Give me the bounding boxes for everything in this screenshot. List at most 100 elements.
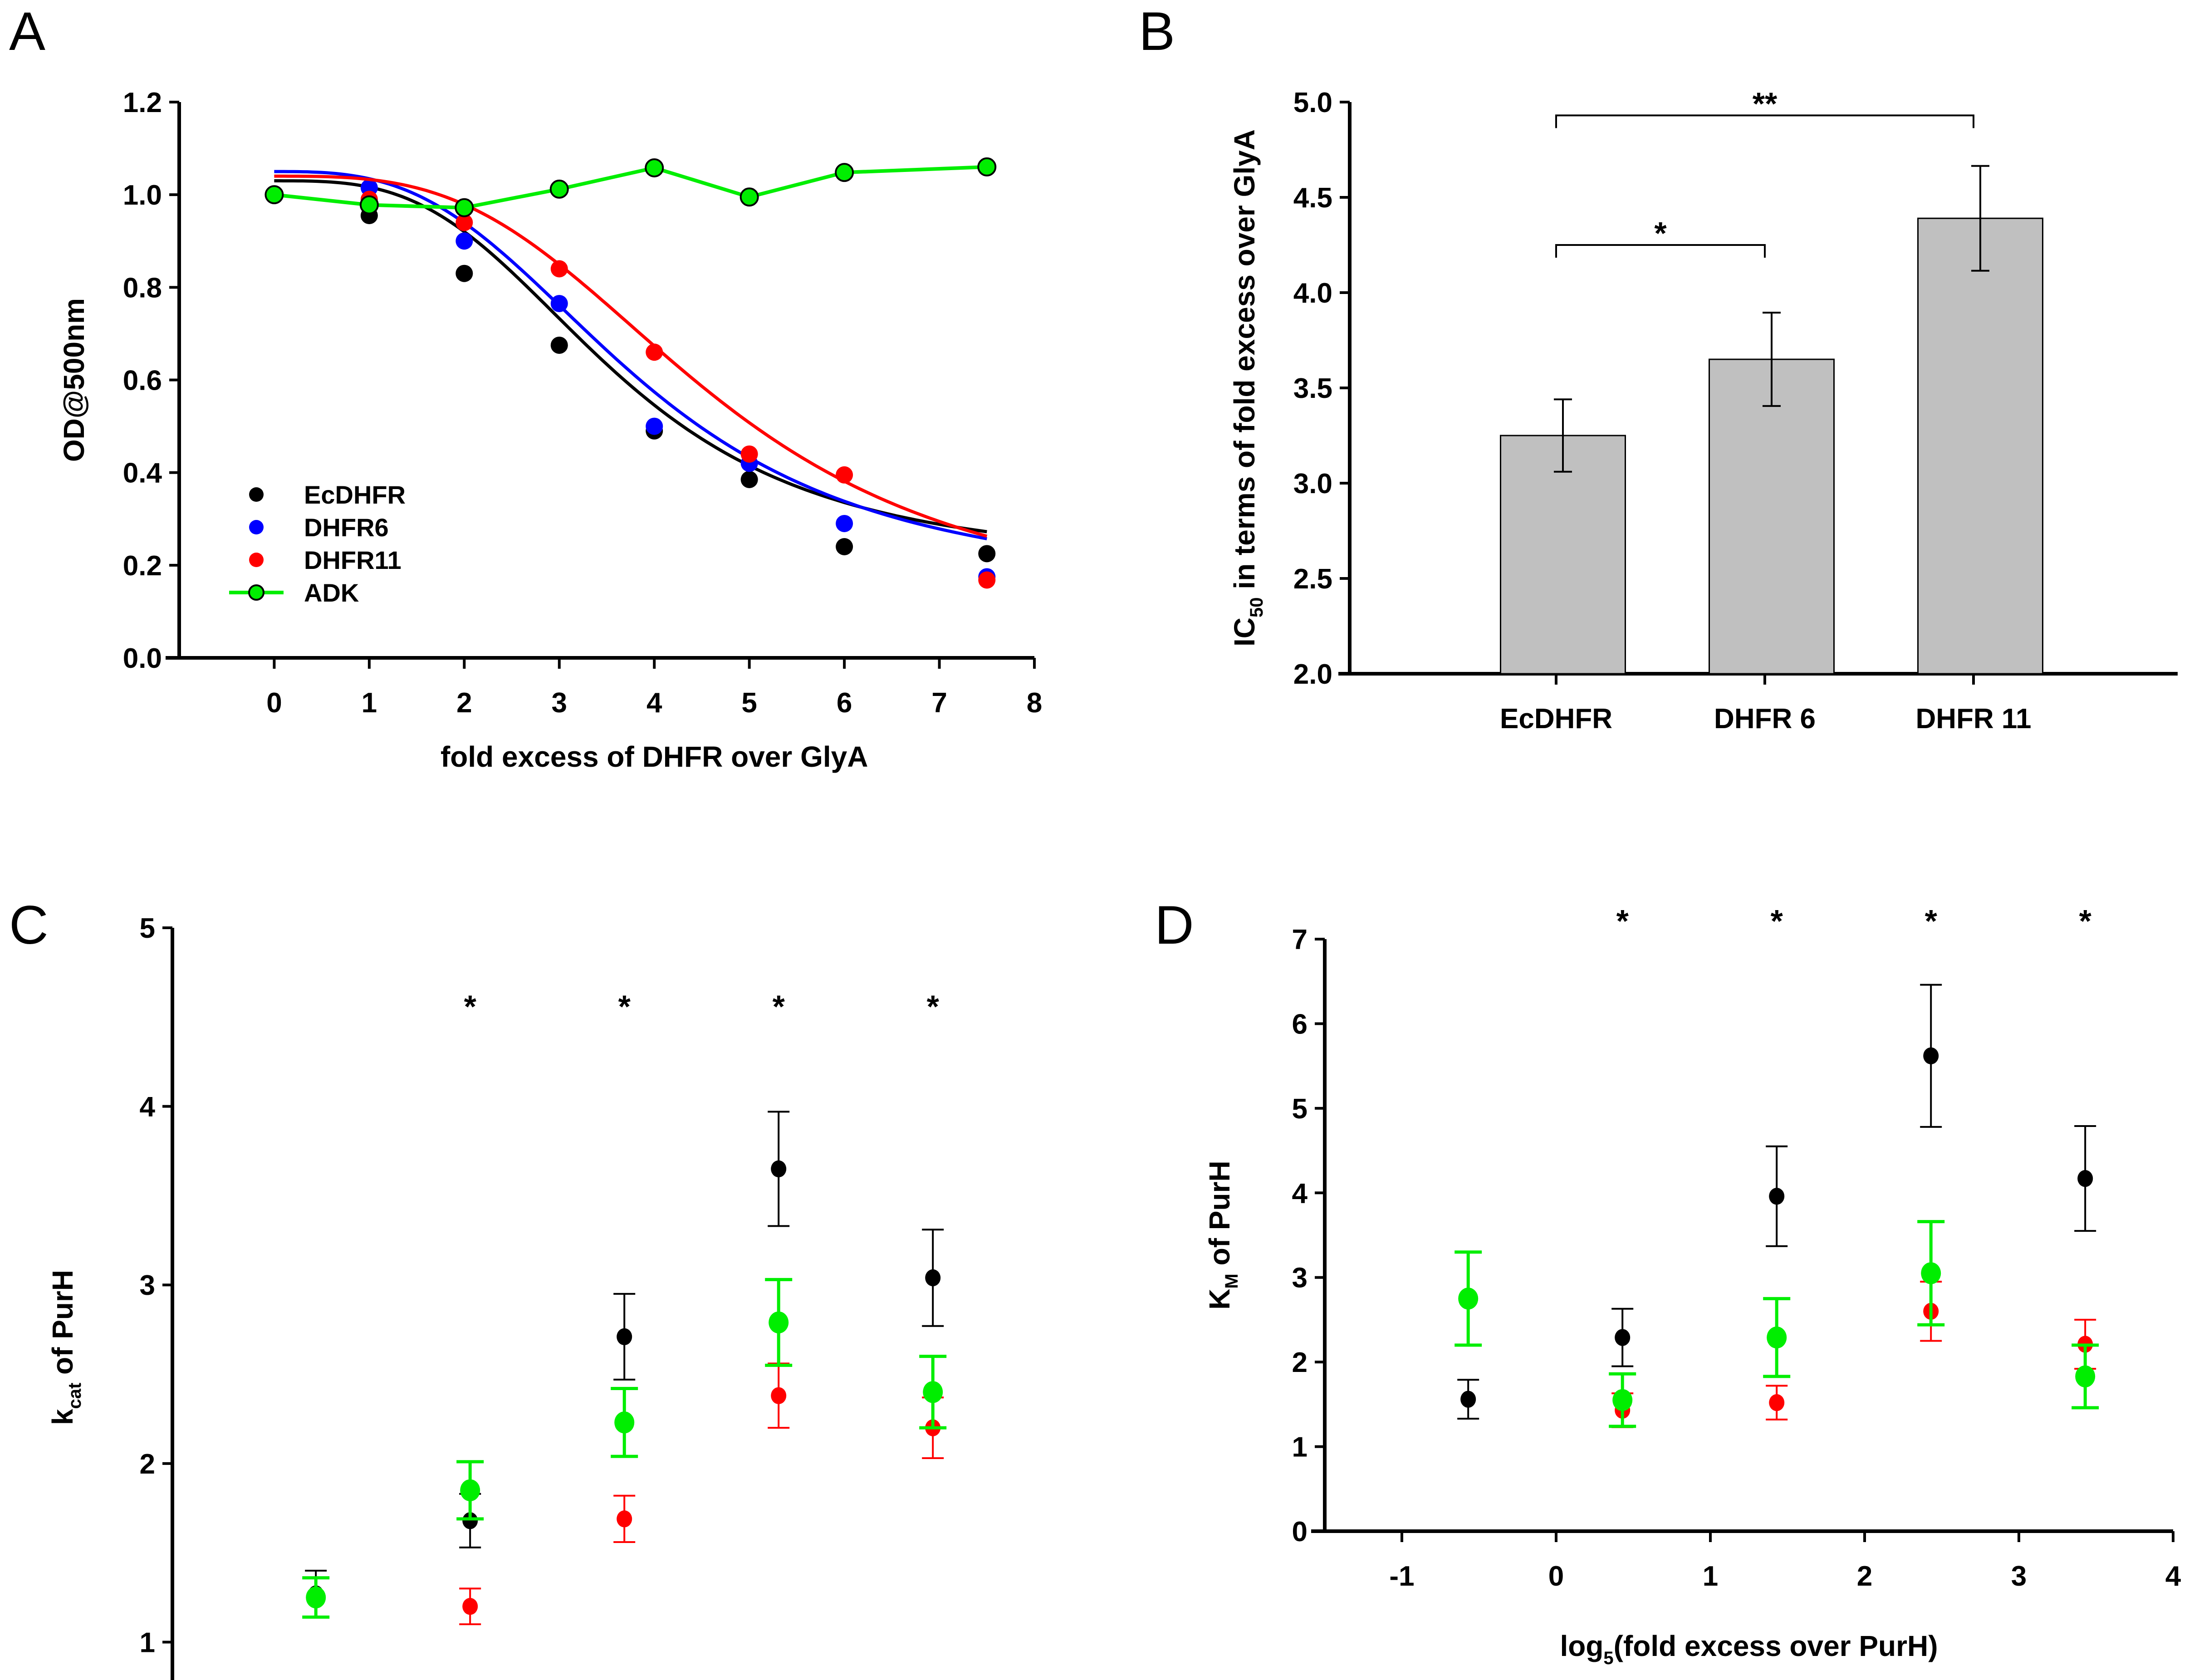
data-point — [614, 1411, 635, 1434]
y-tick-label: 3 — [1292, 1263, 1308, 1294]
significance-star: * — [773, 989, 785, 1024]
data-point — [646, 417, 663, 435]
data-point — [836, 466, 853, 484]
data-point — [646, 343, 663, 361]
data-point — [264, 185, 284, 205]
y-tick-label: 4.0 — [1293, 278, 1332, 309]
x-title-sub: 5 — [1603, 1648, 1613, 1668]
y-tick-label: 3.0 — [1293, 468, 1332, 500]
bar — [1500, 435, 1626, 675]
x-tick-label: 2 — [456, 687, 472, 719]
y-title-main: k — [46, 1409, 79, 1425]
x-tick-label: 1 — [362, 687, 377, 719]
panel-letter: B — [1139, 1, 1175, 62]
x-tick-label: 2 — [1857, 1561, 1872, 1592]
significance-star: * — [618, 989, 631, 1024]
y-tick-label: 1 — [140, 1627, 155, 1658]
x-tick-label: DHFR 6 — [1714, 703, 1816, 735]
y-tick-label: 1.0 — [123, 180, 162, 211]
bar — [1709, 358, 1835, 675]
series-line — [274, 165, 987, 210]
y-title-rest: of PurH — [46, 1270, 79, 1383]
x-tick-label: DHFR 11 — [1916, 703, 2032, 735]
data-point — [836, 538, 853, 555]
significance-star: ** — [1753, 86, 1778, 121]
legend-item: DHFR11 — [249, 546, 402, 574]
legend-label: DHFR11 — [304, 546, 402, 574]
data-point — [617, 1510, 632, 1528]
y-tick-label: 0 — [1292, 1516, 1308, 1548]
x-tick-label: 6 — [837, 687, 852, 719]
data-point — [460, 1479, 480, 1502]
x-tick-label: EcDHFR — [1500, 703, 1612, 735]
y-title-main: IC — [1228, 617, 1261, 647]
y-tick-label: 2 — [1292, 1347, 1308, 1378]
data-point — [617, 1328, 632, 1346]
bar — [1917, 217, 2043, 675]
data-point — [978, 545, 996, 563]
y-title-main: K — [1203, 1288, 1236, 1309]
data-point — [1767, 1326, 1787, 1349]
y-tick-label: 4.5 — [1293, 182, 1332, 214]
significance-star: * — [1771, 903, 1783, 939]
series-green — [302, 1278, 947, 1619]
y-tick-label: 5 — [140, 913, 155, 944]
y-axis-title: IC50 in terms of fold excess over GlyA — [1228, 129, 1267, 647]
x-tick-label: 3 — [2011, 1561, 2027, 1592]
x-tick-label: 5 — [741, 687, 757, 719]
data-point — [2075, 1365, 2096, 1388]
data-point — [923, 1381, 943, 1403]
data-point — [740, 445, 758, 463]
data-point — [549, 179, 569, 199]
data-point — [1769, 1394, 1785, 1411]
data-point — [550, 295, 568, 313]
x-tick-label: 8 — [1027, 687, 1042, 719]
y-tick-label: 0.0 — [123, 643, 162, 674]
y-tick-label: 0.4 — [123, 458, 162, 489]
data-point — [769, 1311, 789, 1334]
data-point — [1615, 1329, 1631, 1346]
y-axis-title: kcat of PurH — [46, 1270, 85, 1425]
legend-label: ADK — [304, 578, 359, 607]
legend-label: DHFR6 — [304, 513, 389, 542]
data-point — [771, 1160, 787, 1178]
data-point — [2077, 1170, 2093, 1187]
data-point — [462, 1512, 478, 1529]
y-title-rest: in terms of fold excess over GlyA — [1228, 129, 1261, 597]
data-point — [455, 264, 473, 282]
series-red — [1611, 1281, 2096, 1428]
data-point — [978, 571, 996, 589]
y-tick-label: 7 — [1292, 924, 1308, 955]
significance-star: * — [2079, 903, 2092, 939]
y-tick-label: 4 — [140, 1092, 156, 1123]
legend-item: DHFR6 — [249, 513, 389, 542]
y-title-subscript: 50 — [1247, 597, 1267, 617]
x-tick-label: 4 — [646, 687, 662, 719]
data-point — [455, 232, 473, 250]
x-tick-label: 0 — [1548, 1561, 1564, 1592]
fit-curve — [274, 179, 987, 534]
data-point — [739, 187, 759, 207]
data-point — [1458, 1288, 1479, 1310]
data-point — [925, 1269, 941, 1287]
x-tick-label: -1 — [1389, 1561, 1414, 1592]
y-tick-label: 2.5 — [1293, 563, 1332, 595]
y-tick-label: 3 — [140, 1270, 155, 1301]
significance-star: * — [927, 989, 940, 1024]
y-tick-label: 2.0 — [1293, 659, 1332, 690]
data-point — [306, 1586, 326, 1609]
y-title-sub: M — [1222, 1273, 1242, 1288]
fit-curve — [274, 170, 987, 540]
y-tick-label: 1 — [1292, 1432, 1308, 1463]
data-point — [1769, 1188, 1785, 1205]
data-point — [1921, 1262, 1941, 1284]
y-tick-label: 5 — [1292, 1093, 1308, 1125]
significance-star: * — [1925, 903, 1938, 939]
y-title-sub: cat — [65, 1383, 85, 1409]
data-point — [550, 260, 568, 278]
panel-letter: D — [1155, 895, 1194, 955]
legend-item: ADK — [229, 578, 359, 607]
data-point — [550, 336, 568, 354]
